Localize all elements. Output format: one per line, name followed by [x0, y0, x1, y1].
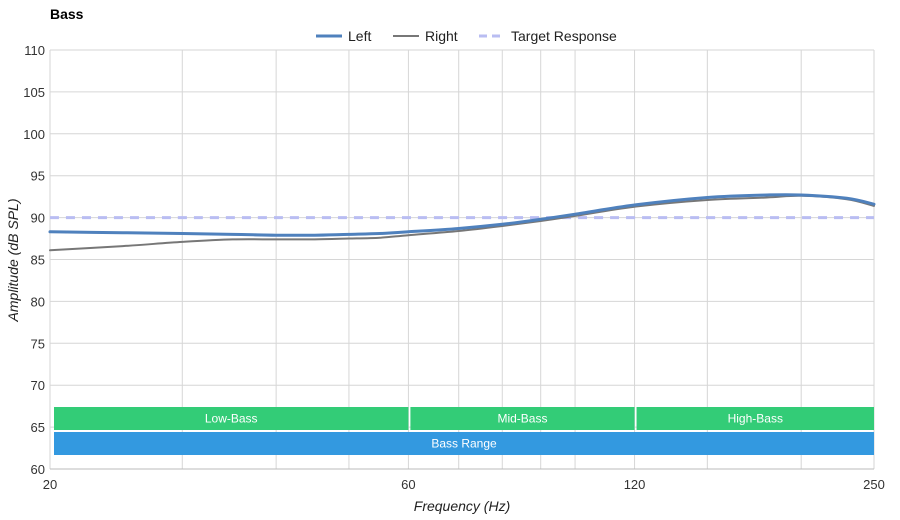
y-tick-label: 90 [31, 211, 45, 226]
y-tick-label: 110 [24, 43, 45, 58]
y-tick-label: 105 [23, 85, 45, 100]
series-layer [48, 193, 876, 252]
band-bass-range [54, 432, 874, 455]
legend-label: Target Response [511, 28, 617, 44]
chart-title: Bass [50, 6, 84, 22]
x-tick-label: 120 [624, 477, 646, 492]
y-axis-label: Amplitude (dB SPL) [5, 199, 21, 323]
x-tick-label: 20 [43, 477, 57, 492]
y-tick-label: 70 [31, 378, 45, 393]
band-label: Low-Bass [205, 412, 258, 426]
legend-label: Left [348, 28, 371, 44]
y-tick-label: 85 [31, 253, 45, 268]
x-tick-label: 60 [401, 477, 415, 492]
y-tick-label: 95 [31, 169, 45, 184]
y-tick-label: 100 [23, 127, 45, 142]
band-layer: Low-Bass Mid-Bass High-Bass Bass Range [54, 407, 874, 455]
series-line-right [49, 194, 875, 252]
band-label: Bass Range [431, 437, 497, 451]
band-high-bass [636, 407, 874, 430]
x-axis-label: Frequency (Hz) [414, 498, 510, 514]
band-mid-bass [410, 407, 635, 430]
band-label: High-Bass [728, 412, 783, 426]
y-tick-label: 65 [31, 420, 45, 435]
y-tick-label: 75 [31, 336, 45, 351]
band-low-bass [54, 407, 409, 430]
y-tick-label: 60 [31, 462, 45, 477]
y-tick-label: 80 [31, 294, 45, 309]
grid-layer [49, 49, 875, 470]
legend-label: Right [425, 28, 458, 44]
legend: Left Right Target Response [316, 28, 617, 44]
x-tick-label: 250 [863, 477, 885, 492]
series-line-left [48, 193, 876, 237]
band-label: Mid-Bass [497, 412, 547, 426]
